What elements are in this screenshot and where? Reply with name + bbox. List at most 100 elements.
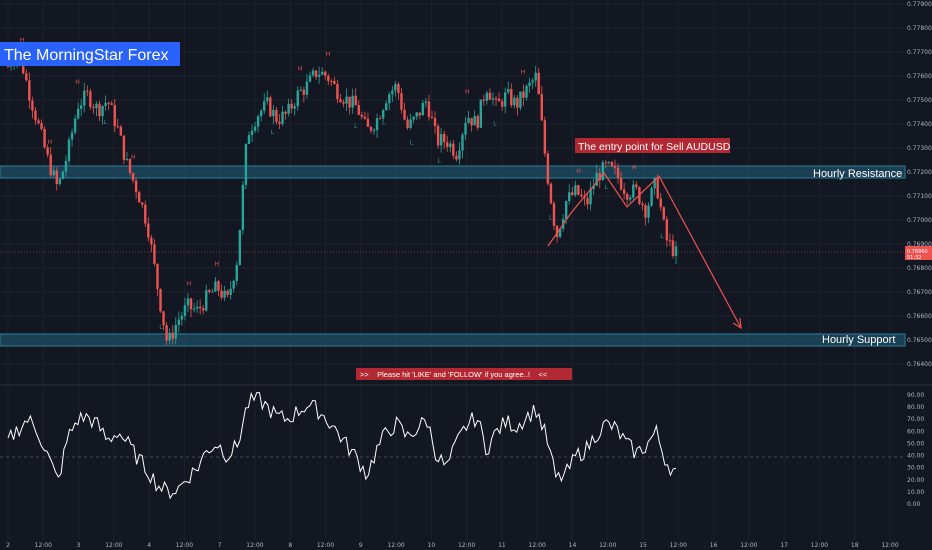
candle-body [25,73,28,81]
pivot-label: H [75,80,79,86]
time-tick-label: 12:00 [670,542,687,549]
rsi-line [7,391,677,500]
candle-body [357,105,360,115]
candle-body [220,290,223,298]
pivot-label: H [521,70,525,76]
candle-body [311,70,315,76]
candle-body [385,103,388,111]
pivot-label: H [48,140,52,146]
candle-body [388,94,391,104]
time-tick-label: 4 [147,542,151,549]
candle-body [180,315,184,320]
candle-body [549,183,553,204]
candle-body [494,98,498,100]
candle-body [119,126,123,136]
candle-body [6,66,10,68]
price-tick-label: 0.77000 [907,217,932,224]
price-axis[interactable]: 0.77900 0.77800 0.77700 0.77600 0.77500 0.774… [907,1,932,368]
candle-body [70,132,74,140]
candle-body [430,117,434,119]
candle-body [116,126,120,128]
pivot-label: H [298,67,302,73]
candle-body [482,99,486,101]
candle-body [650,188,653,206]
pivot-label: L [660,234,664,240]
price-tick-label: 0.76600 [907,313,932,320]
candle-body [110,103,113,105]
resistance-zone[interactable] [0,165,906,179]
candle-body [159,288,162,312]
candle-body [409,119,412,128]
candle-body [522,91,525,98]
candle-body [195,306,199,309]
candle-body [543,120,547,154]
pivot-label: L [410,141,414,147]
rsi-axis[interactable]: 90.00 80.00 70.00 60.00 50.00 40.00 30.00 20.00… [907,392,924,508]
candle-body [165,325,168,341]
price-tick-label: 0.77600 [907,73,932,80]
like-follow-text: >> Please hit 'LIKE' and 'FOLLOW' if you… [360,370,548,379]
candle-body [455,155,458,160]
grid [0,0,905,540]
candle-body [339,99,342,103]
candle-body [241,184,245,230]
candle-body [128,159,132,173]
candle-body [574,185,577,196]
support-zone[interactable] [0,333,906,347]
candle-body [98,103,101,117]
time-tick-label: 17 [780,542,788,549]
candle-body [394,84,397,91]
candle-body [153,244,156,264]
time-tick-label: 7 [218,542,222,549]
candle-body [287,103,290,114]
candle-body [299,89,303,91]
candle-body [64,161,68,172]
time-axis[interactable]: 2 12:00 3 12:00 4 12:00 7 12:00 8 12:00 9 12:00 10 12… [6,542,899,549]
page-title: The MorningStar Forex [4,47,169,64]
candle-body [238,229,242,265]
pivot-label: L [549,215,553,221]
candle-body [546,153,550,184]
candle-body [671,240,675,256]
price-tick-label: 0.77900 [907,1,932,8]
candle-body [674,246,678,256]
candle-body [134,180,138,193]
candle-body [46,147,49,155]
candle-body [95,103,98,109]
candle-body [668,240,672,242]
candle-body [43,128,46,148]
candle-body [348,96,351,108]
candle-body [113,104,116,127]
entry-label: The entry point for Sell AUDUSD [578,141,731,153]
time-tick-label: 12:00 [246,542,263,549]
candle-body [415,112,418,117]
candle-body [528,82,531,86]
candle-body [497,98,501,102]
candle-body [427,101,431,118]
candle-body [458,150,461,160]
candle-body [375,118,379,131]
candle-body [144,204,147,224]
candle-body [433,118,437,127]
candle-body [305,81,309,95]
candle-body [336,83,339,100]
candle-body [284,111,287,114]
candle-body [244,143,248,185]
candle-body [211,291,214,293]
candle-body [369,126,373,131]
rsi-tick-label: 20.00 [907,477,924,484]
pivot-label: L [271,130,275,136]
time-tick-label: 12:00 [105,542,122,549]
candle-body [372,130,376,132]
price-tag-time: 51:32 [907,255,921,261]
price-tick-label: 0.77300 [907,145,932,152]
pivot-label: L [243,185,247,191]
rsi-tick-label: 50.00 [907,440,924,447]
pivot-labels: H H H L H L H H L L H H L L L L H L H L H L H L [20,38,665,331]
pattern-polyline [547,171,660,247]
candle-body [266,97,269,102]
candle-body [568,192,571,202]
candle-body [302,89,306,95]
candle-body [247,135,251,144]
